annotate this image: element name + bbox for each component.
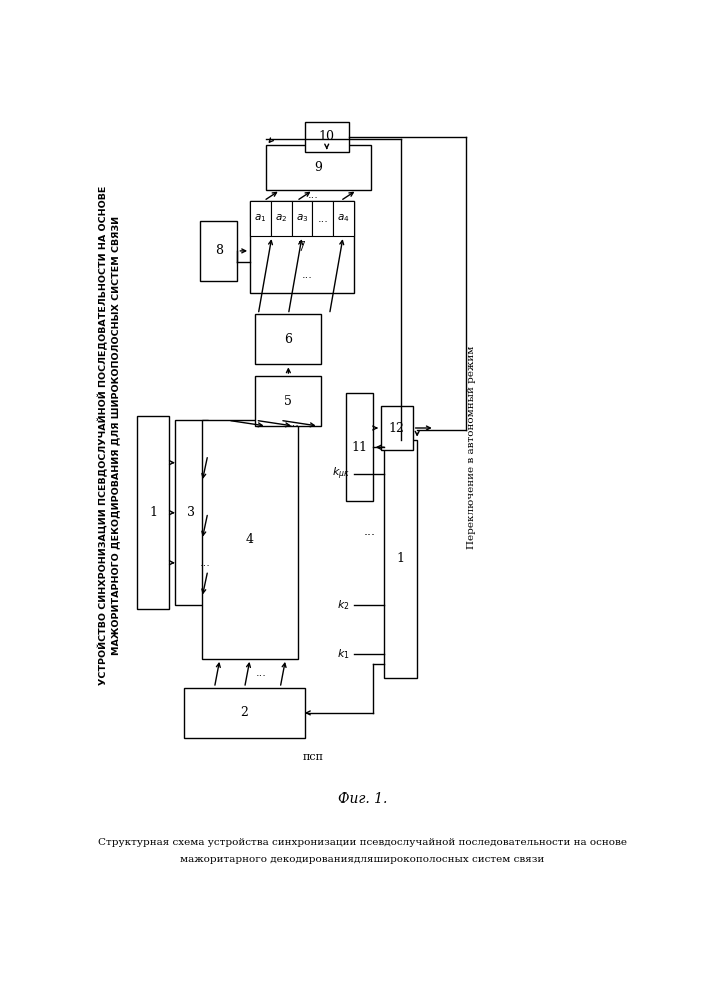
Text: мажоритарного декодированиядляширокополосных систем связи: мажоритарного декодированиядляширокополо… [180, 855, 544, 864]
Text: $a_4$: $a_4$ [337, 213, 350, 224]
Text: $a_1$: $a_1$ [255, 213, 267, 224]
Text: ...: ... [199, 558, 211, 568]
Text: Структурная схема устройства синхронизации псевдослучайной последовательности на: Структурная схема устройства синхронизац… [98, 838, 627, 847]
Text: 8: 8 [215, 244, 223, 257]
Text: ...: ... [255, 668, 267, 678]
Bar [200, 221, 238, 281]
Text: 7: 7 [298, 241, 306, 254]
Text: ...: ... [308, 190, 318, 200]
Text: Переключение в автономный режим: Переключение в автономный режим [467, 346, 477, 549]
Text: ...: ... [288, 418, 299, 428]
Bar [292, 201, 312, 236]
Text: $k_{\mu\kappa}$: $k_{\mu\kappa}$ [332, 466, 350, 482]
Bar [346, 393, 373, 501]
Bar [175, 420, 208, 605]
Bar [305, 122, 349, 152]
Bar [250, 201, 271, 236]
Text: 5: 5 [284, 395, 292, 408]
Text: 12: 12 [389, 422, 405, 434]
Text: 6: 6 [284, 333, 293, 346]
Text: 1: 1 [149, 506, 157, 519]
Text: 1: 1 [397, 552, 404, 565]
Bar [255, 314, 321, 364]
Bar [381, 406, 413, 450]
Bar [312, 201, 333, 236]
Bar [185, 688, 305, 738]
Text: $k_2$: $k_2$ [337, 598, 350, 612]
Bar [385, 440, 417, 678]
Text: 3: 3 [187, 506, 195, 519]
Text: ...: ... [317, 214, 328, 224]
Text: 9: 9 [315, 161, 322, 174]
Bar [267, 145, 370, 190]
Text: $k_1$: $k_1$ [337, 647, 350, 661]
Text: $a_3$: $a_3$ [296, 213, 308, 224]
Bar [333, 201, 354, 236]
Text: псп: псп [303, 752, 324, 762]
Text: Фиг. 1.: Фиг. 1. [338, 792, 387, 806]
Bar [202, 420, 298, 659]
Bar [136, 416, 170, 609]
Text: ...: ... [363, 525, 375, 538]
Text: УСТРОЙСТВО СИНХРОНИЗАЦИИ ПСЕВДОСЛУЧАЙНОЙ ПОСЛЕДОВАТЕЛЬНОСТИ НА ОСНОВЕ
МАЖОРИТАРН: УСТРОЙСТВО СИНХРОНИЗАЦИИ ПСЕВДОСЛУЧАЙНОЙ… [98, 186, 120, 685]
Text: 11: 11 [351, 441, 368, 454]
Bar [271, 201, 292, 236]
Text: 10: 10 [319, 130, 334, 143]
Text: $a_2$: $a_2$ [275, 213, 287, 224]
Bar [255, 376, 321, 426]
Text: 2: 2 [240, 706, 248, 719]
Text: ...: ... [302, 270, 313, 280]
Bar [250, 201, 354, 293]
Text: 4: 4 [246, 533, 254, 546]
